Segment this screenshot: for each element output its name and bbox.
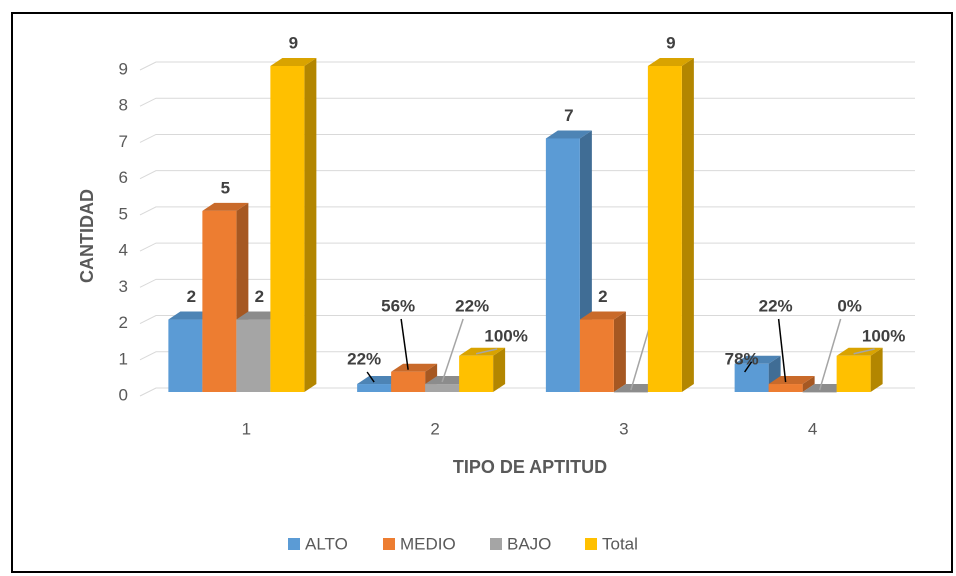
y-tick-label: 4: [119, 241, 128, 260]
data-label: 9: [289, 33, 298, 52]
leader-line: [744, 361, 753, 373]
data-label: 2: [255, 287, 264, 306]
bar-top: [270, 58, 317, 66]
bar-top: [202, 202, 249, 211]
data-label: 9: [666, 33, 675, 52]
bar: [168, 319, 203, 392]
y-tick-label: 8: [119, 96, 128, 115]
bar-top: [579, 311, 626, 320]
data-label: 5: [221, 178, 230, 197]
bar: [802, 392, 837, 393]
bar: [734, 363, 769, 392]
data-label: 78%: [725, 349, 759, 368]
bar: [647, 66, 682, 392]
y-tick-label: 9: [119, 59, 128, 78]
y-tick-label: 3: [119, 277, 128, 296]
data-label: 22%: [759, 296, 793, 315]
y-tick-label: 1: [119, 349, 128, 368]
legend-label: ALTO: [305, 534, 348, 553]
bar: [545, 138, 580, 392]
bar: [270, 66, 305, 392]
bar-side: [613, 311, 626, 392]
bar: [579, 319, 614, 392]
data-label: 0%: [837, 296, 862, 315]
bar-top: [647, 58, 694, 66]
bar-side: [802, 376, 815, 392]
leader-line: [777, 318, 787, 383]
leader-line: [818, 318, 842, 391]
bar: [613, 392, 648, 393]
chart-border: [11, 12, 953, 573]
bar-side: [493, 347, 506, 392]
y-tick-label: 5: [119, 204, 128, 223]
leader-line: [853, 348, 875, 355]
legend-swatch: [585, 538, 597, 550]
data-label: 100%: [862, 326, 905, 345]
bar: [425, 384, 460, 392]
legend-swatch: [383, 538, 395, 550]
leader-line: [366, 371, 375, 383]
data-label: 22%: [347, 349, 381, 368]
x-tick-label: 4: [808, 419, 817, 438]
bar: [836, 355, 871, 392]
bar: [357, 384, 392, 392]
bar-side: [304, 58, 317, 392]
bar: [459, 355, 494, 392]
bar: [391, 371, 426, 392]
bar-top: [391, 363, 438, 372]
bar: [202, 210, 237, 392]
data-label: 100%: [484, 326, 527, 345]
y-tick-label: 0: [119, 385, 128, 404]
y-tick-label: 6: [119, 168, 128, 187]
legend-label: Total: [602, 534, 638, 553]
data-label: 2: [187, 287, 196, 306]
data-label: 2: [598, 287, 607, 306]
data-label: 56%: [381, 296, 415, 315]
x-axis-label: TIPO DE APTITUD: [453, 457, 607, 477]
leader-line: [441, 318, 464, 383]
x-tick-label: 3: [619, 419, 628, 438]
legend-label: MEDIO: [400, 534, 456, 553]
y-axis-label: CANTIDAD: [77, 189, 97, 283]
data-label: 7: [564, 106, 573, 125]
data-label: 22%: [455, 296, 489, 315]
bar-side: [870, 347, 883, 392]
bar-top: [768, 376, 815, 385]
x-tick-label: 1: [242, 419, 251, 438]
leader-line: [475, 348, 498, 355]
y-tick-label: 2: [119, 313, 128, 332]
y-tick-label: 7: [119, 132, 128, 151]
bar: [236, 319, 271, 392]
x-tick-label: 2: [430, 419, 439, 438]
bar-top: [545, 130, 592, 139]
bar: [768, 384, 803, 392]
legend-swatch: [490, 538, 502, 550]
legend-label: BAJO: [507, 534, 551, 553]
leader-line: [400, 318, 409, 370]
bar-top: [734, 355, 781, 364]
legend-swatch: [288, 538, 300, 550]
bar-side: [681, 58, 694, 392]
